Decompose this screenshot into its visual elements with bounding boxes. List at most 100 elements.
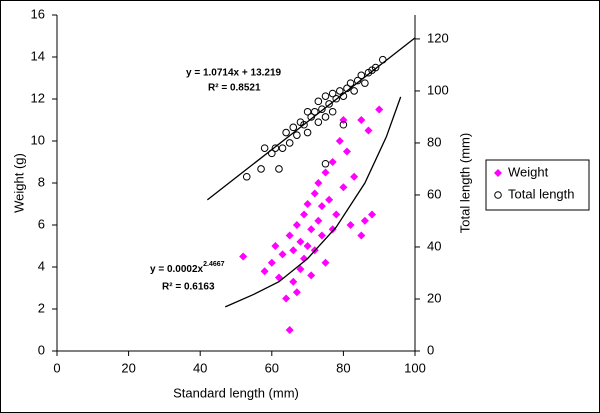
point <box>361 79 369 87</box>
y-tick-label: 12 <box>31 90 45 105</box>
point <box>346 79 355 87</box>
point <box>371 63 380 72</box>
x-axis-title: Standard length (mm) <box>173 385 299 400</box>
y-tick-label: 10 <box>31 132 45 147</box>
point <box>260 267 269 276</box>
point <box>346 221 355 229</box>
x-tick-label: 40 <box>193 360 207 375</box>
point <box>357 231 366 240</box>
point <box>357 116 366 124</box>
point <box>335 137 344 145</box>
y-tick-label: 2 <box>38 300 45 315</box>
point <box>307 271 316 280</box>
y-tick-label: 6 <box>38 216 45 231</box>
y2-tick-label: 40 <box>427 238 441 253</box>
point <box>321 159 330 168</box>
annotation: y = 0.0002x2.4667 <box>150 261 225 275</box>
point <box>260 144 269 152</box>
point <box>285 139 294 147</box>
point <box>332 94 341 103</box>
point <box>282 294 291 303</box>
point <box>321 92 330 100</box>
point <box>360 216 369 225</box>
point <box>292 221 301 229</box>
point <box>368 210 377 219</box>
point <box>339 120 348 129</box>
x-tick-label: 20 <box>121 360 135 375</box>
point <box>314 216 323 225</box>
x-tick-label: 60 <box>265 360 279 375</box>
point <box>314 118 323 126</box>
point <box>292 288 301 297</box>
trendline <box>206 37 416 201</box>
point <box>282 128 290 137</box>
point <box>293 131 301 139</box>
x-tick-label: 100 <box>404 360 426 375</box>
point <box>303 242 312 250</box>
point <box>328 107 337 116</box>
point <box>300 120 308 129</box>
point <box>350 172 359 181</box>
point <box>285 326 294 334</box>
trendline <box>224 96 402 308</box>
annotation: R² = 0.6163 <box>162 282 215 293</box>
annotation: y = 1.0714x + 13.219 <box>186 68 282 79</box>
x-tick-label: 0 <box>53 360 60 375</box>
point <box>332 210 341 219</box>
point <box>328 158 337 166</box>
point <box>257 165 265 173</box>
point <box>321 258 330 267</box>
y2-tick-label: 100 <box>427 82 449 97</box>
annotation-text: y = 0.0002x <box>150 264 204 275</box>
point <box>321 113 330 121</box>
point <box>271 242 280 250</box>
point <box>336 87 344 95</box>
y2-tick-label: 120 <box>427 30 449 45</box>
point <box>342 147 351 156</box>
point <box>317 202 326 211</box>
point <box>242 172 251 181</box>
y-axis-title: Weight (g) <box>11 153 26 213</box>
y-tick-label: 16 <box>31 6 45 21</box>
point <box>321 168 330 177</box>
point <box>285 231 294 240</box>
point <box>364 126 373 135</box>
point <box>375 105 384 114</box>
legend-marker <box>494 169 502 177</box>
point <box>300 210 309 219</box>
point <box>350 87 358 95</box>
point <box>296 237 305 246</box>
point <box>278 144 287 152</box>
point <box>318 105 326 113</box>
point <box>339 183 348 192</box>
y2-tick-label: 0 <box>427 342 434 357</box>
point <box>303 107 312 116</box>
legend-label: Total length <box>508 186 575 201</box>
point <box>314 179 323 187</box>
point <box>328 225 337 234</box>
point <box>239 252 248 261</box>
point <box>278 250 287 259</box>
y-tick-label: 14 <box>31 48 45 63</box>
point <box>310 189 319 198</box>
point <box>325 195 334 204</box>
point <box>317 231 326 240</box>
y-tick-label: 4 <box>38 258 45 273</box>
x-tick-label: 80 <box>336 360 350 375</box>
point <box>271 144 280 152</box>
point <box>296 265 305 274</box>
point <box>275 165 283 173</box>
point <box>328 89 337 98</box>
point <box>307 225 316 234</box>
point <box>267 258 276 267</box>
y2-axis-title: Total length (mm) <box>457 133 472 233</box>
y2-tick-label: 60 <box>427 186 441 201</box>
y2-tick-label: 80 <box>427 134 441 149</box>
legend <box>485 159 590 211</box>
point <box>357 71 366 80</box>
legend-marker <box>494 191 502 199</box>
y-tick-label: 0 <box>38 342 45 357</box>
point <box>303 128 312 137</box>
point <box>325 100 333 108</box>
